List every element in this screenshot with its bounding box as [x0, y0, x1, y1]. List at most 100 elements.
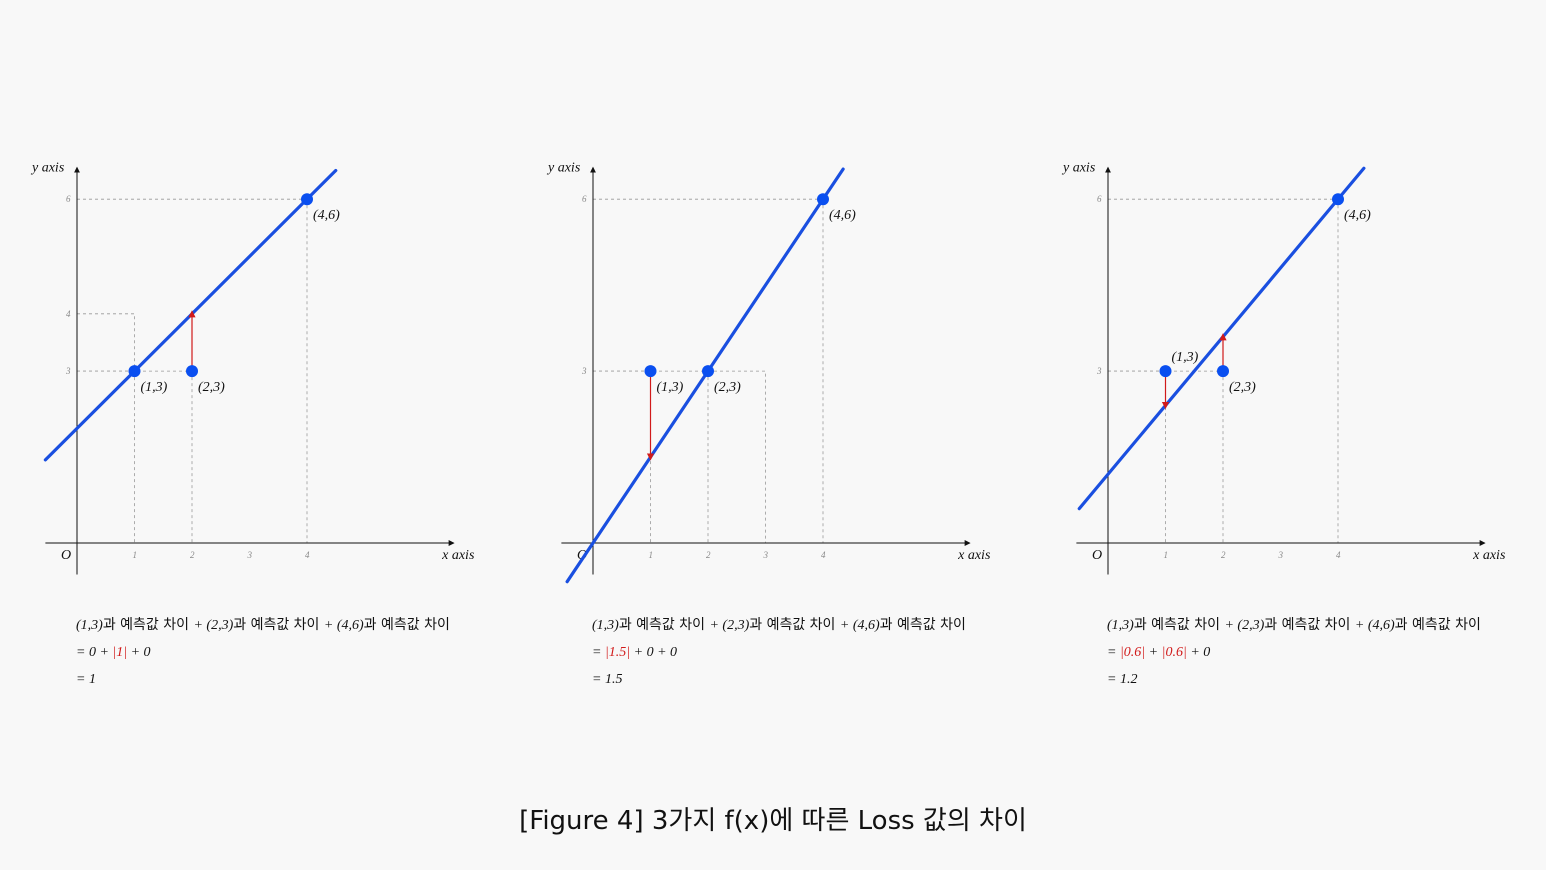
x-tick-label: 2 [190, 550, 195, 560]
data-point [1332, 193, 1344, 206]
data-point [817, 193, 829, 206]
equation-text: + [709, 618, 723, 633]
chart-panel-2: x axis y axis O 1 2 3 4 3 6 (1,3) (2,3) (4,6) (1,3)… [516, 150, 996, 710]
equation-text: 과 예측값 차이 [618, 617, 710, 633]
equation-text: (4,6) [1367, 618, 1395, 633]
x-tick-label: 2 [706, 550, 711, 560]
loss-term: |1.5| [604, 645, 631, 660]
x-tick-label: 1 [649, 550, 654, 560]
equation-text: + 0 + 0 [630, 645, 678, 660]
y-tick-label: 6 [66, 194, 71, 204]
fitted-line [1077, 166, 1366, 511]
point-label: (1,3) [657, 380, 684, 395]
equation-line-1: (1,3)과 예측값 차이 + (2,3)과 예측값 차이 + (4,6)과 예… [592, 612, 1012, 639]
equation-text: (2,3) [722, 618, 750, 633]
equation-text: (4,6) [852, 618, 880, 633]
equation-line-2: = |1.5| + 0 + 0 [592, 639, 1012, 666]
x-tick-label: 4 [1336, 550, 1341, 560]
equation-result: = 1.2 [1107, 672, 1138, 687]
data-point [128, 365, 141, 378]
equation-result: = 1 [76, 672, 96, 687]
equation-text: = [1107, 645, 1120, 660]
y-tick-label: 6 [1097, 194, 1102, 204]
data-point [1217, 365, 1229, 378]
point-label: (1,3) [1172, 350, 1199, 365]
x-tick-label: 4 [821, 550, 826, 560]
x-tick-label: 3 [763, 550, 769, 560]
x-tick-label: 1 [1164, 550, 1169, 560]
equation-text: 과 예측값 차이 [879, 617, 966, 633]
equation-text: (2,3) [206, 618, 234, 633]
loss-term: |1| [112, 645, 128, 660]
equation-text: = [592, 645, 605, 660]
equation-text: 과 예측값 차이 [102, 617, 194, 633]
point-label: (2,3) [714, 380, 741, 395]
y-tick-label: 3 [581, 366, 587, 376]
origin-label: O [1092, 548, 1102, 563]
x-tick-label: 4 [305, 550, 310, 560]
equation-text: + [1224, 618, 1238, 633]
point-label: (2,3) [198, 380, 225, 395]
data-point [1159, 365, 1172, 378]
chart-1-svg: x axis y axis O 1 2 3 4 3 4 6 (1,3) (2,3) (4,6) [30, 161, 475, 575]
chart-2-svg: x axis y axis O 1 2 3 4 3 6 (1,3) (2,3) (4,6) [546, 161, 991, 584]
equation-result: = 1.5 [592, 672, 623, 687]
equation-text: + [1145, 645, 1162, 660]
equation-text: (1,3) [592, 618, 619, 633]
loss-equation-3: (1,3)과 예측값 차이 + (2,3)과 예측값 차이 + (4,6)과 예… [1107, 612, 1527, 693]
loss-equation-2: (1,3)과 예측값 차이 + (2,3)과 예측값 차이 + (4,6)과 예… [592, 612, 1012, 693]
y-axis-label: y axis [1061, 161, 1096, 176]
equation-text: + [323, 618, 337, 633]
x-axis-label: x axis [957, 548, 991, 563]
x-axis-label: x axis [1472, 548, 1506, 563]
equation-text: (1,3) [1107, 618, 1134, 633]
figure-caption: [Figure 4] 3가지 f(x)에 따른 Loss 값의 차이 [519, 806, 1027, 836]
equation-text: + 0 [1186, 645, 1211, 660]
origin-label: O [61, 548, 71, 563]
loss-term: |0.6| [1161, 645, 1187, 660]
guide-line-x3 [708, 370, 766, 543]
x-tick-label: 3 [1278, 550, 1284, 560]
origin-label: O [577, 548, 587, 563]
equation-text: + [193, 618, 207, 633]
x-tick-label: 2 [1221, 550, 1226, 560]
y-axis-label: y axis [30, 161, 65, 176]
equation-text: 과 예측값 차이 [749, 617, 840, 633]
equation-text: 과 예측값 차이 [1264, 617, 1355, 633]
chart-3-svg: x axis y axis O 1 2 3 4 3 6 (1,3) (2,3) (4,6) [1061, 161, 1506, 575]
equation-text: 과 예측값 차이 [233, 617, 324, 633]
equation-text: 과 예측값 차이 [1133, 617, 1225, 633]
data-point [702, 365, 714, 378]
fitted-line [43, 168, 338, 462]
equation-text: = 0 + [76, 645, 113, 660]
equation-line-1: (1,3)과 예측값 차이 + (2,3)과 예측값 차이 + (4,6)과 예… [76, 612, 496, 639]
chart-panel-1: x axis y axis O 1 2 3 4 3 4 6 (1,3) (2,3) (4,6) (1,3… [0, 150, 480, 710]
data-point [644, 365, 657, 378]
y-tick-label: 3 [1096, 366, 1102, 376]
y-axis-label: y axis [546, 161, 581, 176]
equation-text: (1,3) [76, 618, 103, 633]
loss-equation-1: (1,3)과 예측값 차이 + (2,3)과 예측값 차이 + (4,6)과 예… [76, 612, 496, 693]
equation-text: + [1354, 618, 1368, 633]
equation-line-2: = |0.6| + |0.6| + 0 [1107, 639, 1527, 666]
equation-line-2: = 0 + |1| + 0 [76, 639, 496, 666]
equation-text: + 0 [127, 645, 151, 660]
equation-text: 과 예측값 차이 [363, 617, 450, 633]
point-label: (4,6) [829, 208, 856, 223]
point-label: (1,3) [141, 380, 168, 395]
chart-panel-3: x axis y axis O 1 2 3 4 3 6 (1,3) (2,3) (4,6) (1,3)… [1031, 150, 1511, 710]
equation-text: (2,3) [1237, 618, 1265, 633]
y-tick-label: 6 [582, 194, 587, 204]
equation-text: + [839, 618, 853, 633]
equation-line-1: (1,3)과 예측값 차이 + (2,3)과 예측값 차이 + (4,6)과 예… [1107, 612, 1527, 639]
point-label: (4,6) [1344, 208, 1371, 223]
data-point [301, 193, 313, 206]
point-label: (2,3) [1229, 380, 1256, 395]
loss-term: |0.6| [1119, 645, 1146, 660]
equation-text: (4,6) [336, 618, 364, 633]
x-tick-label: 3 [247, 550, 253, 560]
x-axis-label: x axis [441, 548, 475, 563]
guide-line-y4 [77, 313, 135, 372]
data-point [186, 365, 198, 378]
